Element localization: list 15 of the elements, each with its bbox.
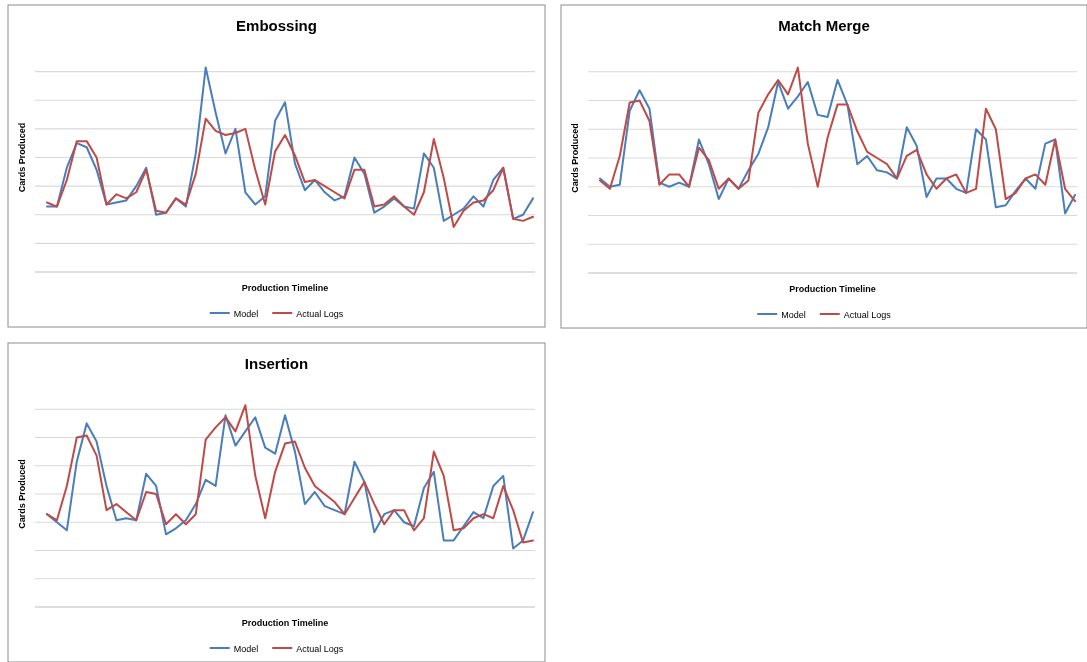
chart-title: Embossing <box>236 17 317 34</box>
x-axis-title: Production Timeline <box>789 284 876 294</box>
chart-title: Match Merge <box>778 17 870 34</box>
y-axis-title: Cards Produced <box>570 123 580 193</box>
chart-title: Insertion <box>244 355 309 372</box>
legend-label: Actual Logs <box>296 308 344 319</box>
x-axis-title: Production Timeline <box>241 283 329 293</box>
legend-label: Model <box>233 643 259 654</box>
legend-label: Model <box>233 308 259 319</box>
legend-label: Actual Logs <box>296 643 344 654</box>
y-axis-title: Cards Produced <box>17 122 27 193</box>
y-axis-title: Cards Produced <box>17 459 27 529</box>
legend-label: Model <box>781 309 806 320</box>
legend-label: Actual Logs <box>843 309 892 320</box>
x-axis-title: Production Timeline <box>241 618 329 628</box>
